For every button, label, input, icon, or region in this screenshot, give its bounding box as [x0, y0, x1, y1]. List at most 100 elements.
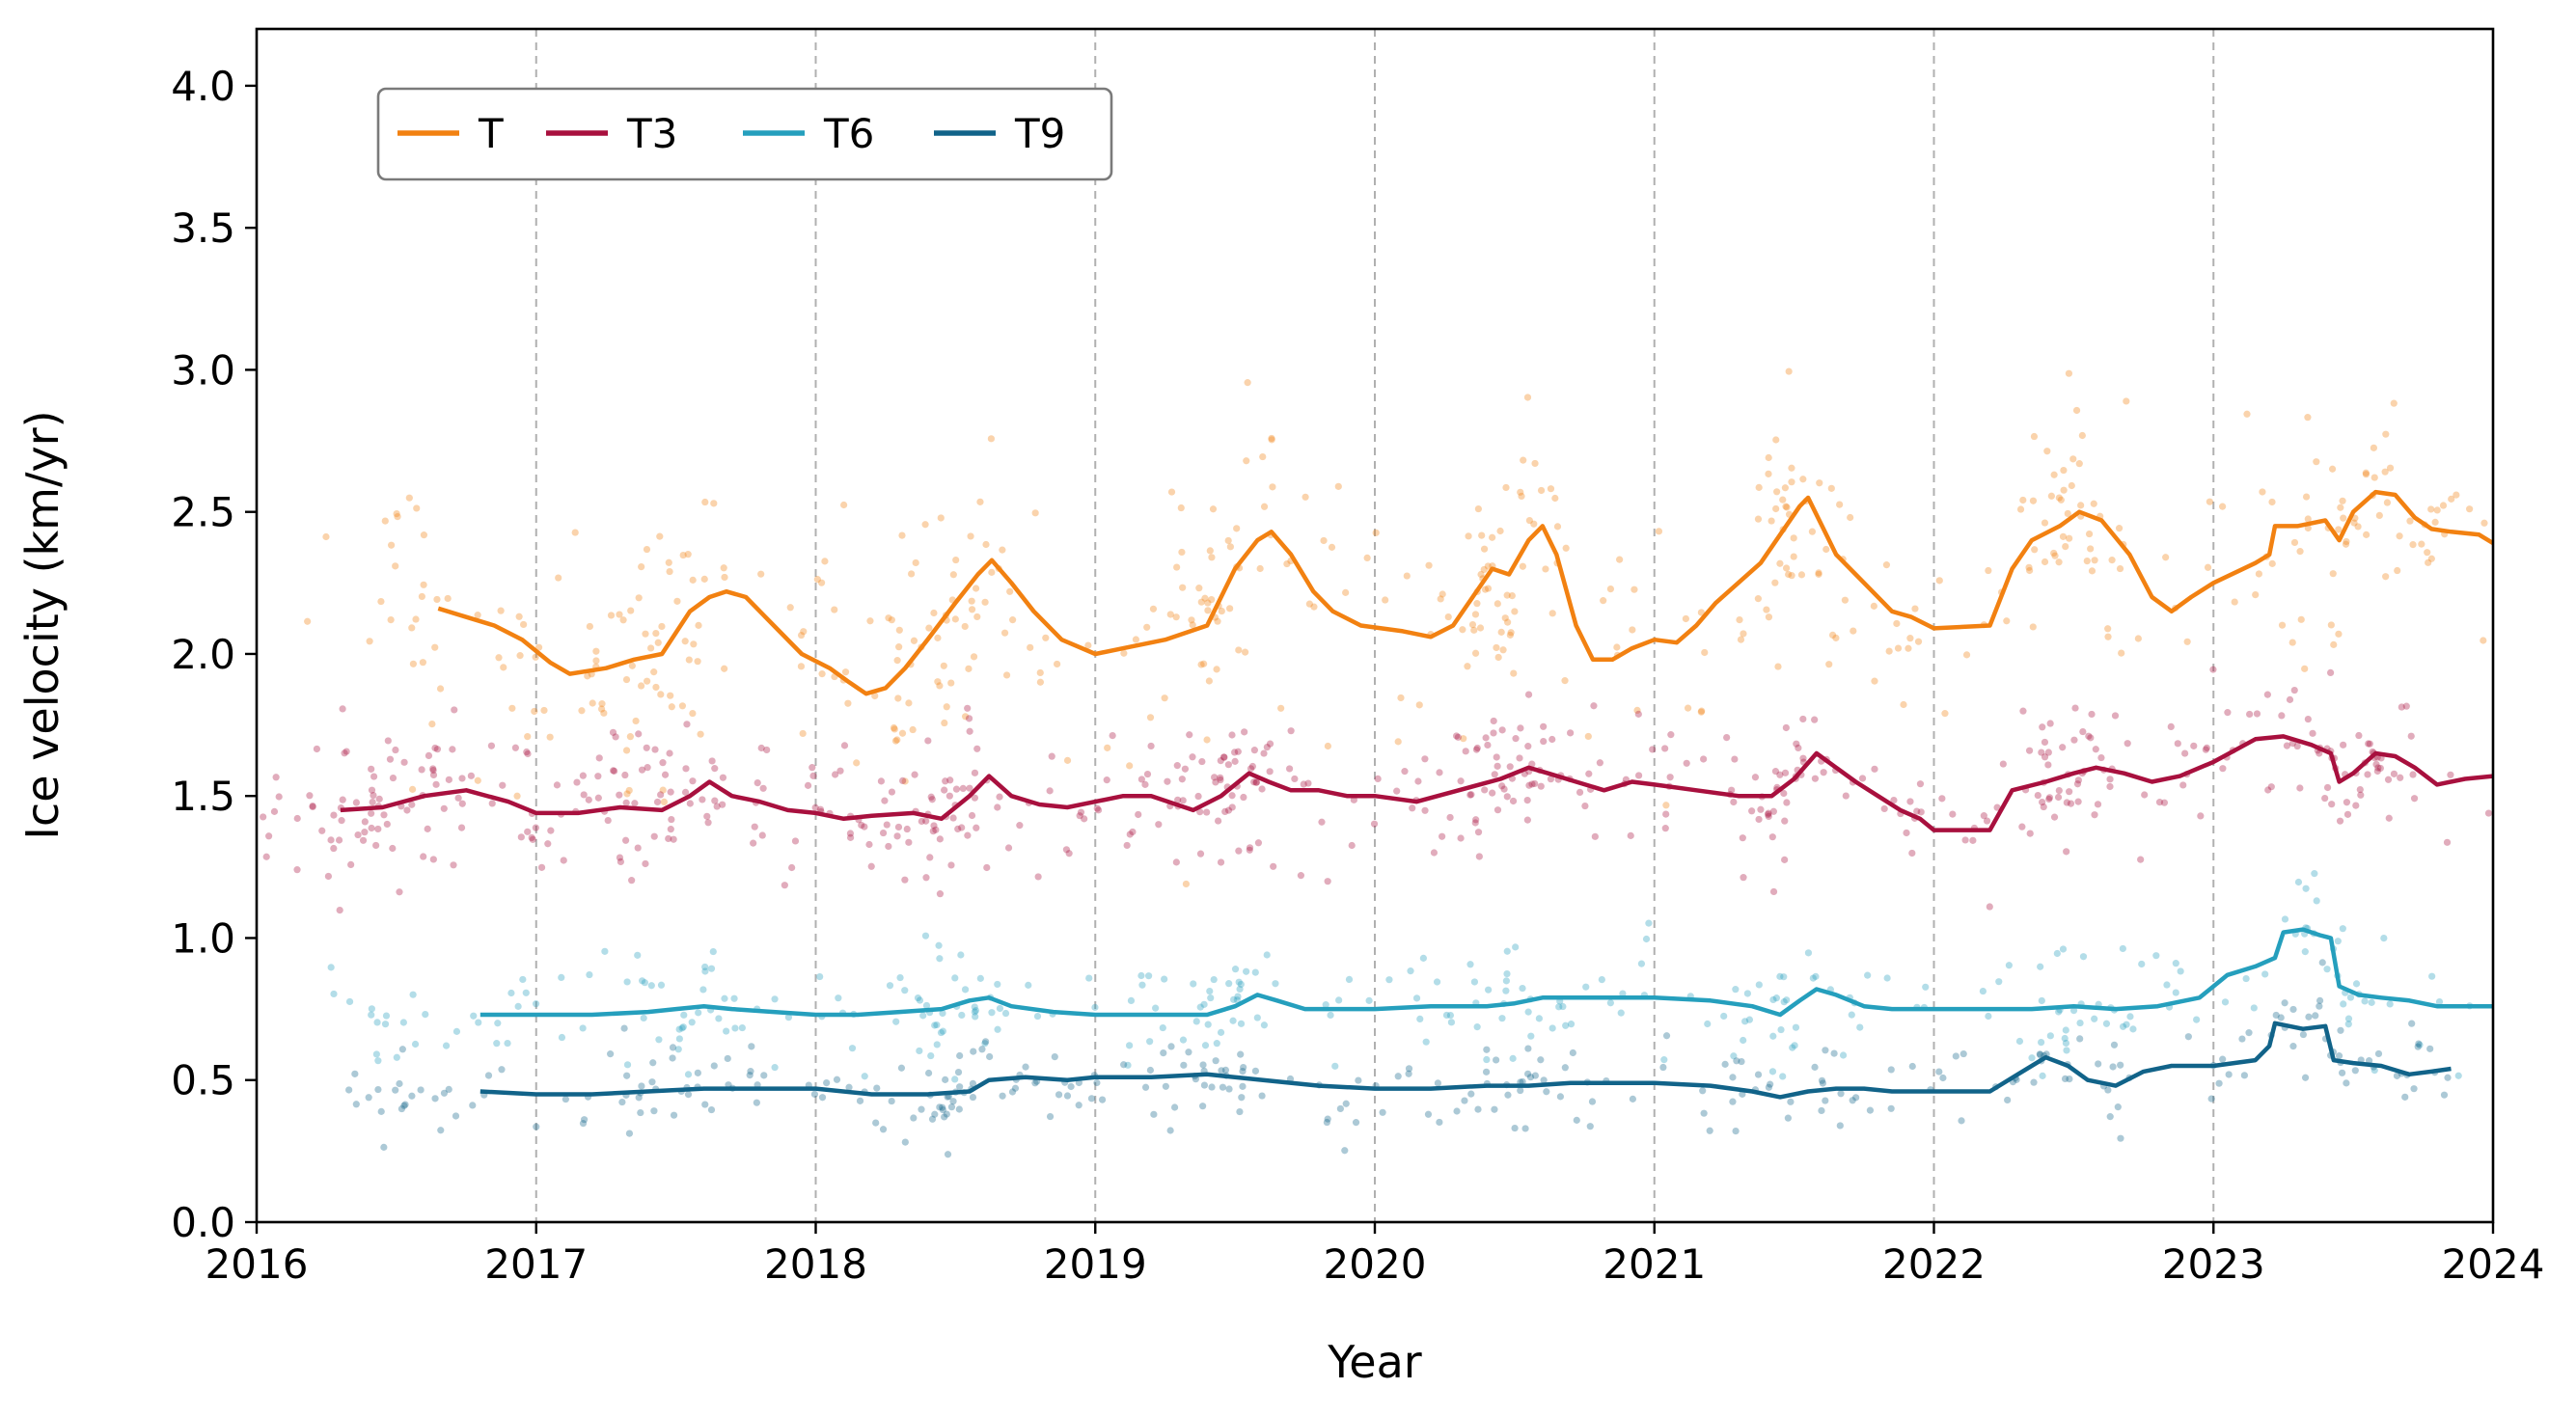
scatter-point — [941, 786, 948, 794]
scatter-point — [381, 1021, 390, 1028]
scatter-point — [345, 1086, 353, 1094]
scatter-point — [1662, 1032, 1671, 1040]
scatter-point — [1256, 564, 1264, 573]
scatter-point — [398, 1046, 406, 1053]
scatter-point — [1816, 479, 1823, 487]
scatter-point — [1493, 643, 1500, 652]
scatter-point — [516, 652, 524, 660]
scatter-point — [689, 576, 697, 584]
scatter-point — [1305, 600, 1314, 608]
scatter-point — [888, 1097, 895, 1105]
scatter-point — [1792, 1023, 1800, 1031]
scatter-point — [619, 616, 627, 624]
scatter-point — [1535, 1015, 1543, 1022]
scatter-point — [2440, 1091, 2449, 1099]
scatter-point — [1939, 1074, 1947, 1082]
scatter-point — [600, 709, 608, 717]
scatter-point — [1700, 1109, 1708, 1117]
scatter-point — [1471, 819, 1479, 827]
y-axis-label: Ice velocity (km/yr) — [16, 410, 69, 839]
scatter-point — [382, 1012, 391, 1020]
scatter-point — [2116, 564, 2124, 573]
scatter-point — [1629, 1095, 1636, 1103]
scatter-point — [1208, 595, 1216, 604]
scatter-point — [2184, 1033, 2192, 1041]
scatter-point — [788, 863, 796, 872]
scatter-point — [1781, 817, 1789, 825]
scatter-point — [1217, 774, 1224, 781]
scatter-point — [579, 1120, 588, 1128]
scatter-point — [1731, 755, 1739, 763]
scatter-point — [1782, 723, 1790, 732]
scatter-point — [894, 823, 903, 831]
scatter-point — [592, 657, 600, 665]
scatter-point — [1642, 935, 1651, 943]
scatter-point — [999, 546, 1006, 554]
scatter-point — [2238, 1035, 2246, 1043]
scatter-point — [631, 800, 639, 807]
scatter-point — [1721, 1060, 1729, 1068]
scatter-point — [1219, 753, 1228, 761]
scatter-point — [623, 1072, 631, 1079]
scatter-point — [861, 823, 868, 831]
scatter-point — [885, 842, 892, 851]
scatter-point — [1465, 532, 1472, 540]
scatter-point — [1528, 780, 1536, 788]
scatter-point — [1141, 1083, 1150, 1091]
scatter-point — [680, 1011, 688, 1019]
scatter-point — [905, 699, 913, 707]
scatter-point — [690, 640, 698, 648]
scatter-point — [1421, 806, 1429, 814]
scatter-point — [1237, 1050, 1245, 1058]
scatter-point — [937, 514, 945, 522]
scatter-point — [883, 821, 891, 829]
scatter-point — [2231, 598, 2238, 606]
scatter-point — [926, 854, 934, 861]
x-tick-label: 2018 — [764, 1240, 867, 1288]
scatter-point — [2253, 710, 2261, 718]
scatter-point — [901, 777, 909, 785]
scatter-point — [2393, 1072, 2401, 1079]
scatter-point — [2041, 558, 2049, 566]
scatter-point — [428, 721, 436, 728]
scatter-point — [650, 832, 658, 840]
scatter-point — [1567, 1021, 1576, 1028]
scatter-point — [2426, 1045, 2434, 1052]
scatter-point — [601, 947, 609, 955]
scatter-point — [653, 798, 662, 806]
scatter-point — [368, 1011, 375, 1019]
scatter-point — [942, 1076, 949, 1083]
scatter-point — [996, 793, 1003, 801]
scatter-point — [293, 866, 301, 874]
scatter-point — [1883, 974, 1891, 982]
scatter-point — [380, 1143, 388, 1151]
scatter-point — [1474, 1105, 1482, 1113]
scatter-point — [272, 774, 280, 781]
scatter-point — [818, 1094, 827, 1102]
scatter-point — [335, 836, 343, 844]
scatter-point — [952, 785, 961, 793]
scatter-point — [910, 637, 918, 644]
scatter-point — [2025, 563, 2033, 571]
scatter-point — [1322, 1001, 1329, 1009]
scatter-point — [1211, 774, 1219, 781]
scatter-point — [1969, 836, 1977, 844]
y-tick-label: 3.5 — [171, 204, 235, 252]
scatter-point — [2343, 810, 2352, 818]
scatter-point — [2301, 948, 2309, 956]
scatter-point — [939, 1105, 946, 1114]
scatter-point — [1162, 1082, 1169, 1090]
scatter-point — [1542, 565, 1549, 573]
scatter-point — [940, 662, 947, 669]
scatter-point — [721, 994, 728, 1002]
scatter-point — [1482, 734, 1490, 742]
scatter-point — [638, 766, 646, 774]
scatter-point — [1085, 974, 1093, 982]
scatter-point — [1002, 671, 1011, 679]
scatter-point — [1208, 554, 1216, 561]
scatter-point — [894, 694, 902, 702]
scatter-point — [2073, 780, 2082, 788]
scatter-point — [2326, 668, 2335, 677]
scatter-point — [2063, 799, 2070, 806]
scatter-point — [2028, 1054, 2036, 1062]
